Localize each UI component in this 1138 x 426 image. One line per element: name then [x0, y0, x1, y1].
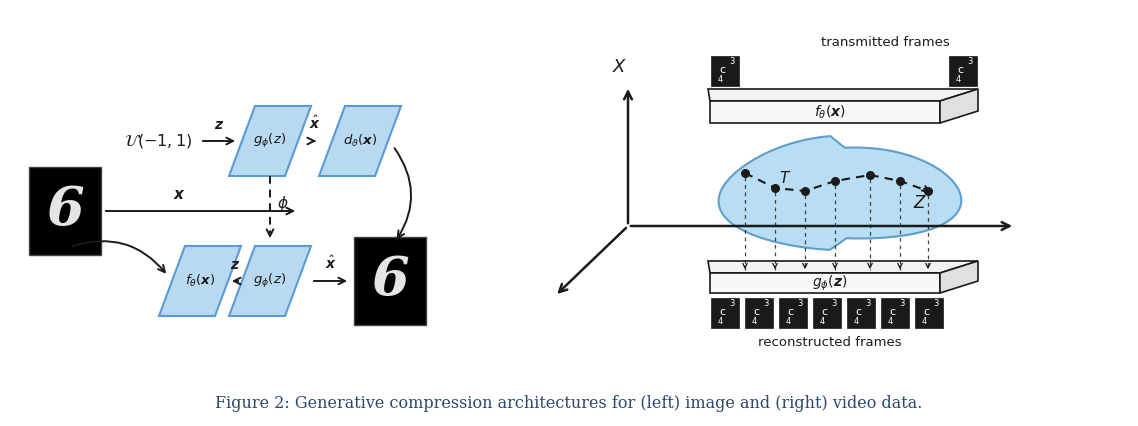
Polygon shape	[229, 246, 311, 316]
Text: $\mathsf{c}$: $\mathsf{c}$	[719, 65, 727, 75]
Text: 4: 4	[819, 317, 825, 326]
Text: 3: 3	[729, 58, 735, 66]
Text: 3: 3	[798, 299, 802, 308]
Bar	[28, 167, 101, 255]
Bar	[354, 237, 426, 325]
Text: $T$: $T$	[778, 170, 791, 186]
Text: $\mathsf{c}$: $\mathsf{c}$	[787, 307, 794, 317]
Text: $\boldsymbol{z}$: $\boldsymbol{z}$	[214, 118, 224, 132]
Text: 3: 3	[967, 58, 973, 66]
Text: 3: 3	[832, 299, 836, 308]
Bar	[780, 298, 807, 328]
Text: 3: 3	[865, 299, 871, 308]
Text: $\hat{\boldsymbol{x}}$: $\hat{\boldsymbol{x}}$	[324, 255, 337, 272]
Point	[860, 172, 879, 178]
FancyArrowPatch shape	[395, 148, 411, 238]
Text: $X$: $X$	[612, 58, 628, 76]
Text: $g_{\phi}(z)$: $g_{\phi}(z)$	[254, 272, 287, 290]
Text: 4: 4	[785, 317, 791, 326]
Text: $f_{\theta}(\boldsymbol{x})$: $f_{\theta}(\boldsymbol{x})$	[814, 103, 846, 121]
Point	[891, 178, 909, 184]
Text: $d_{\vartheta}(\boldsymbol{x})$: $d_{\vartheta}(\boldsymbol{x})$	[343, 133, 377, 149]
Text: transmitted frames: transmitted frames	[820, 36, 949, 49]
Text: $\boldsymbol{x}$: $\boldsymbol{x}$	[173, 187, 185, 202]
Bar	[847, 298, 875, 328]
Text: $\phi$: $\phi$	[277, 194, 289, 213]
Point	[826, 178, 844, 184]
Polygon shape	[940, 261, 978, 293]
Text: $\mathsf{c}$: $\mathsf{c}$	[923, 307, 931, 317]
Text: $\mathsf{c}$: $\mathsf{c}$	[957, 65, 965, 75]
Point	[736, 170, 754, 176]
PathPatch shape	[718, 136, 962, 250]
Text: 3: 3	[764, 299, 768, 308]
Text: $\hat{\boldsymbol{x}}$: $\hat{\boldsymbol{x}}$	[310, 115, 321, 132]
Bar	[949, 56, 978, 86]
Bar	[711, 298, 739, 328]
Text: 4: 4	[888, 317, 892, 326]
Text: 4: 4	[751, 317, 757, 326]
Polygon shape	[708, 89, 978, 101]
Bar	[711, 56, 739, 86]
Text: $\mathcal{U}(-1,1)$: $\mathcal{U}(-1,1)$	[124, 132, 192, 150]
Text: $\mathsf{c}$: $\mathsf{c}$	[889, 307, 897, 317]
Text: 4: 4	[717, 317, 723, 326]
Text: 4: 4	[956, 75, 960, 84]
Point	[918, 187, 937, 194]
Text: $Z$: $Z$	[913, 195, 927, 211]
Polygon shape	[710, 273, 940, 293]
Text: $f_{\theta}(\boldsymbol{x})$: $f_{\theta}(\boldsymbol{x})$	[184, 273, 215, 289]
Bar	[745, 298, 773, 328]
Polygon shape	[710, 101, 940, 123]
Text: 4: 4	[854, 317, 859, 326]
Text: $\mathsf{c}$: $\mathsf{c}$	[753, 307, 760, 317]
Text: $\mathsf{c}$: $\mathsf{c}$	[719, 307, 727, 317]
Bar	[915, 298, 943, 328]
Text: $\boldsymbol{z}$: $\boldsymbol{z}$	[230, 258, 240, 272]
Point	[766, 184, 784, 191]
Text: reconstructed frames: reconstructed frames	[758, 336, 901, 349]
Text: 3: 3	[729, 299, 735, 308]
Text: 6: 6	[47, 185, 84, 237]
Text: 4: 4	[717, 75, 723, 84]
Text: $\mathsf{c}$: $\mathsf{c}$	[822, 307, 828, 317]
Polygon shape	[940, 89, 978, 123]
Polygon shape	[229, 106, 311, 176]
Point	[795, 187, 814, 194]
Bar	[881, 298, 909, 328]
Polygon shape	[708, 261, 978, 273]
Text: 6: 6	[371, 255, 409, 307]
Text: $\mathsf{c}$: $\mathsf{c}$	[856, 307, 863, 317]
FancyArrowPatch shape	[73, 241, 165, 272]
Text: $g_{\phi}(z)$: $g_{\phi}(z)$	[254, 132, 287, 150]
Text: Figure 2: Generative compression architectures for (left) image and (right) vide: Figure 2: Generative compression archite…	[215, 395, 923, 412]
Polygon shape	[319, 106, 401, 176]
Text: 3: 3	[899, 299, 905, 308]
Text: 3: 3	[933, 299, 939, 308]
Bar	[813, 298, 841, 328]
Polygon shape	[159, 246, 241, 316]
Text: $g_{\phi}(\boldsymbol{z})$: $g_{\phi}(\boldsymbol{z})$	[813, 273, 848, 293]
Text: 4: 4	[922, 317, 926, 326]
